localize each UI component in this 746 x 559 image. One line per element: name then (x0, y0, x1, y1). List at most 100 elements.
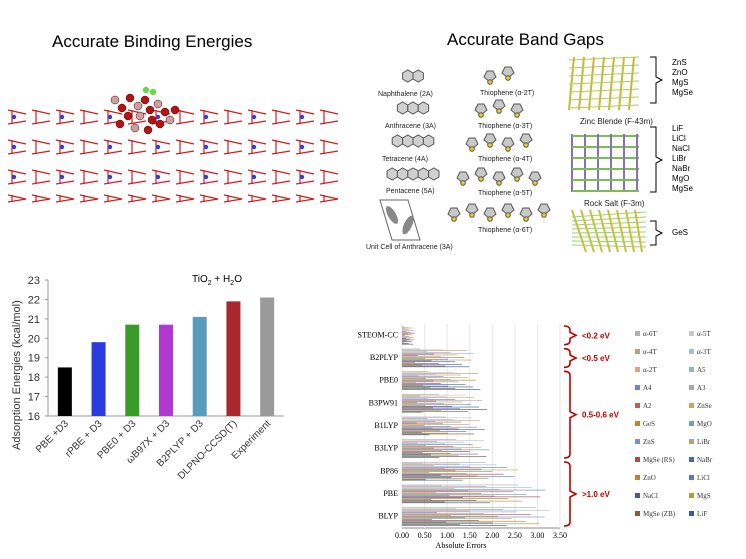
lattice-bond (223, 120, 243, 125)
error-bar (402, 445, 426, 446)
legend-label: A5 (697, 366, 706, 374)
legend-label: NaCl (643, 492, 658, 500)
lattice-bond (31, 120, 51, 125)
lattice-bond (319, 150, 339, 155)
lattice-bond (271, 169, 291, 175)
legend-swatch (689, 511, 694, 516)
lattice-bond (271, 194, 291, 200)
sulfur-atom (514, 176, 520, 182)
lattice-bond (79, 139, 99, 145)
lattice-bond (103, 150, 123, 155)
error-bar (402, 373, 437, 375)
cluster-atom (153, 99, 163, 109)
molecule-label: Naphthalene (2A) (378, 91, 433, 98)
lattice-bond (7, 150, 27, 155)
mae-label: <0.5 eV (582, 354, 610, 363)
lattice-bond (271, 180, 291, 185)
error-bar (402, 362, 416, 363)
legend-swatch (689, 367, 694, 372)
error-bar (402, 463, 460, 465)
bar (125, 324, 140, 416)
lattice-bond (199, 139, 219, 145)
error-bar (402, 394, 466, 396)
acene-ring (417, 101, 430, 115)
error-bar (402, 332, 416, 334)
error-bar (402, 394, 439, 395)
lattice-bond (79, 120, 99, 125)
error-bar (402, 335, 405, 336)
error-bar (402, 516, 545, 518)
left-title: Accurate Binding Energies (52, 32, 253, 51)
error-bar (402, 429, 485, 431)
error-bar (402, 520, 479, 521)
sulfur-atom (523, 142, 529, 148)
x-tick-label: 0.50 (418, 531, 432, 540)
error-bar (402, 376, 444, 378)
bar (159, 324, 173, 416)
error-bar (402, 333, 408, 335)
lattice-bond (319, 109, 339, 115)
ti-atom (203, 114, 209, 120)
y-tick-label: 21 (28, 314, 40, 326)
ti-atom (251, 174, 257, 180)
lattice-bond (319, 198, 339, 203)
error-bar (402, 381, 459, 383)
crystal-bond (568, 72, 640, 77)
lattice-bond (247, 198, 267, 203)
error-bar (402, 329, 410, 331)
acene-ring (428, 167, 440, 181)
lattice-bond (175, 150, 195, 155)
error-bar (402, 342, 405, 343)
legend-label: MgS (697, 492, 711, 500)
chart-ylabel: Adsorption Energies (kcal/mol) (11, 300, 23, 450)
lattice-bond (199, 198, 219, 203)
material-label: ZnS (672, 58, 687, 67)
lattice-bond (319, 169, 339, 175)
ti-atom (155, 114, 161, 120)
ti-atom (155, 144, 161, 150)
lattice-bond (151, 139, 171, 145)
ti-atom (203, 174, 209, 180)
sulfur-atom (478, 112, 484, 118)
material-label: LiBr (672, 154, 687, 163)
y-tick-label: 17 (28, 392, 40, 404)
x-tick-label: 2.00 (485, 531, 499, 540)
band-gap-error-chart: 0.00 0.50 1.00 1.50 2.00 2.50 3.00 3.50 Absolute… (358, 324, 713, 550)
lattice-bond (55, 109, 75, 115)
error-bar (402, 361, 455, 363)
error-bar (402, 365, 446, 367)
lattice-bond (247, 150, 267, 155)
lattice-bond (199, 109, 219, 115)
error-bar (402, 462, 486, 463)
group-rock-salt: LiF LiCl NaCl LiBr NaBr MgO MgSe (672, 124, 693, 194)
lattice-bond (103, 194, 123, 200)
acene-ring (402, 134, 414, 148)
sulfur-atom (460, 180, 466, 186)
bar (226, 301, 241, 416)
error-bar (402, 407, 434, 409)
acene-ring (412, 69, 424, 83)
error-bar (402, 387, 431, 389)
sulfur-atom (478, 176, 484, 182)
lattice-bond (7, 139, 27, 145)
error-bar (402, 467, 508, 468)
error-bar (402, 384, 424, 386)
lattice-bond (103, 180, 123, 185)
legend-swatch (689, 331, 694, 336)
error-bar (402, 338, 411, 340)
lattice-bond (223, 139, 243, 145)
ti-atom (107, 114, 113, 120)
method-label: B2PLYP (370, 353, 399, 362)
lattice-bond (175, 139, 195, 145)
legend-label: LiCl (697, 474, 710, 482)
legend-label: α-4T (643, 348, 657, 356)
lattice-bond (295, 120, 315, 125)
ti-atom (59, 114, 65, 120)
lattice-bond (319, 139, 339, 145)
legend-swatch (635, 457, 640, 462)
sulfur-atom (469, 146, 475, 152)
error-bar (402, 419, 454, 420)
error-bar (402, 352, 451, 353)
x-tick-label: DLPNO-CCSD(T) (176, 418, 240, 482)
acene-ring (386, 167, 398, 181)
